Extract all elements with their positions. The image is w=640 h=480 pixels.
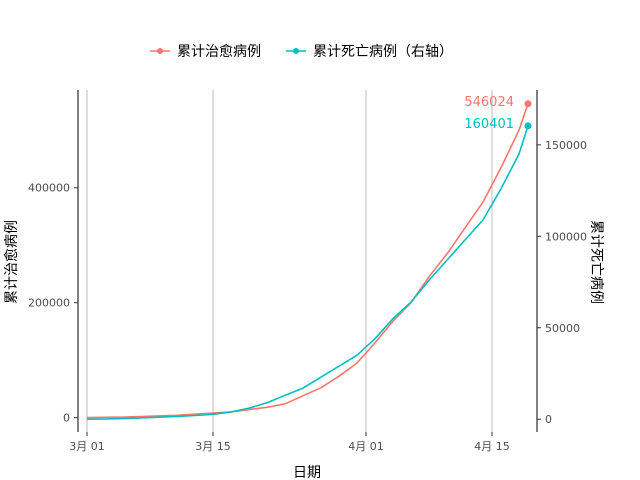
y-tick-label: 0 [63, 412, 70, 425]
end-point-0 [524, 100, 532, 108]
x-tick-label: 3月 15 [195, 440, 231, 453]
axes: 3月 01 3月 15 4月 01 4月 15 0 200000 400000 0 50000 1… [28, 90, 587, 453]
y-tick-label: 400000 [28, 182, 70, 195]
end-label-0: 546024 [464, 95, 514, 110]
x-axis-title: 日期 [293, 465, 321, 480]
series-line-1 [86, 125, 529, 420]
legend-marker-deaths [293, 48, 299, 54]
y-tick-label: 200000 [28, 297, 70, 310]
legend-label-recovered: 累计治愈病例 [177, 44, 261, 60]
legend: 累计治愈病例 累计死亡病例（右轴） [150, 44, 453, 60]
series-layer: 546024 160401 [86, 95, 532, 420]
end-label-1: 160401 [464, 117, 514, 132]
series-line-0 [86, 103, 529, 419]
y2-tick-label: 150000 [545, 139, 587, 152]
y2-tick-label: 50000 [545, 322, 580, 335]
x-tick-label: 3月 01 [69, 440, 105, 453]
y2-axis-title: 累计死亡病例 [588, 220, 604, 304]
x-tick-label: 4月 01 [348, 440, 384, 453]
y2-tick-label: 100000 [545, 230, 587, 243]
x-tick-label: 4月 15 [474, 440, 510, 453]
legend-label-deaths: 累计死亡病例（右轴） [313, 44, 453, 60]
gridlines [86, 90, 493, 432]
end-point-1 [524, 122, 532, 130]
y-axis-title: 累计治愈病例 [4, 220, 20, 304]
legend-marker-recovered [157, 48, 163, 54]
y2-tick-label: 0 [545, 413, 552, 426]
